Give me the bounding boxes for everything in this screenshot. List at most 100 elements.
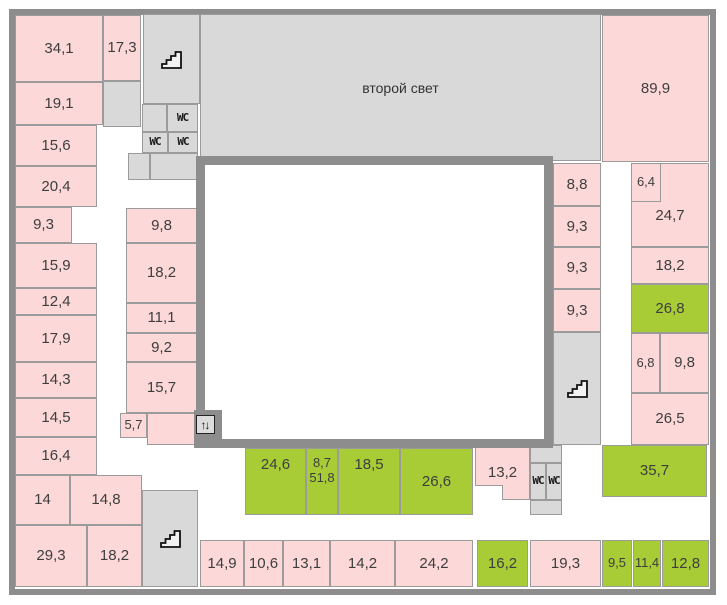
stairwell-bottom-left: [142, 490, 198, 587]
room-area-label: 12,8: [670, 554, 701, 572]
stairs-icon: [159, 530, 181, 548]
room-19-3: 19,3: [530, 540, 601, 587]
room-14-2: 14,2: [330, 540, 395, 587]
room-14-5: 14,5: [15, 398, 97, 437]
room-24-6: 24,6: [245, 448, 306, 515]
room-18-5: 18,5: [338, 448, 400, 515]
room-area-label: 15,7: [146, 378, 177, 396]
room-area-label: 9,3: [566, 259, 588, 277]
room-29-3: 29,3: [15, 525, 87, 587]
room-area-label: 20,4: [41, 177, 71, 195]
service-room: [530, 500, 562, 515]
wc-label: WC: [149, 135, 161, 149]
room-area-label: 24,6: [260, 456, 291, 473]
room-area-label: 24,7: [655, 207, 685, 225]
room-12-8: 12,8: [662, 540, 709, 587]
wall-notch: [475, 485, 503, 500]
room-area-label: 14: [34, 491, 51, 509]
service-room: [128, 153, 150, 180]
service-room: [150, 153, 198, 180]
room-area-label: 9,3: [566, 301, 588, 319]
room-6-8: 6,8: [631, 333, 660, 393]
room-26-5: 26,5: [631, 393, 709, 445]
stairwell-top-left: [143, 14, 200, 104]
room-14-3: 14,3: [15, 362, 97, 398]
room-18-2: 18,2: [87, 525, 142, 587]
room-area-label: 19,3: [550, 554, 581, 572]
room-area-label: 10,6: [248, 554, 279, 572]
wc-label: WC: [532, 474, 544, 488]
room-area-label: 9,8: [674, 354, 695, 372]
room-area-label: 14,2: [347, 554, 378, 572]
room-area-label: 89,9: [640, 79, 671, 97]
room-19-1: 19,1: [15, 82, 103, 125]
room-area-label: 14,9: [207, 554, 237, 572]
wc-label: WC: [176, 110, 189, 124]
room-10-6: 10,6: [244, 540, 283, 587]
room-14-8: 14,8: [70, 475, 142, 525]
room-area-label: 9,2: [151, 338, 172, 356]
room-13-1: 13,1: [283, 540, 330, 587]
room-15-7: 15,7: [126, 362, 197, 413]
room-12-4: 12,4: [15, 288, 97, 315]
room-9-5: 9,5: [602, 540, 632, 587]
room-9-8: 9,8: [660, 333, 709, 393]
elevator-icon: ↑↓: [196, 415, 215, 434]
room-area-label: 14,8: [91, 491, 121, 509]
room-area-label: 18,2: [146, 264, 177, 282]
room-area-label: 14,3: [41, 371, 71, 389]
room-area-label: 14,5: [41, 408, 71, 426]
room-area-label: 18,2: [655, 256, 685, 274]
room-14-9: 14,9: [200, 540, 244, 587]
room-area-label: 9,5: [607, 555, 627, 571]
atrium-label: второй свет: [362, 79, 439, 96]
room-area-label: 8,7: [312, 455, 332, 470]
room-24-2: 24,2: [395, 540, 473, 587]
room-area-label: 16,4: [41, 447, 71, 465]
room-35-7: 35,7: [602, 445, 707, 497]
room-16-4: 16,4: [15, 437, 97, 475]
room-area-label: 6,4: [636, 174, 656, 190]
room-area-label: 17,9: [41, 329, 71, 347]
room-area-label: 8,8: [566, 175, 588, 193]
room-area-label: 35,7: [639, 462, 670, 480]
room-area-label: 15,6: [41, 136, 71, 154]
wc-room: WC: [167, 104, 198, 132]
building-outline: [9, 9, 716, 595]
wc-room: WC: [168, 132, 198, 153]
room-area-label: 26,6: [421, 472, 452, 490]
room-area-label: 5,7: [124, 417, 143, 433]
room-area-label: 11,4: [634, 555, 660, 571]
room-17-3: 17,3: [103, 15, 141, 81]
room-89-9: 89,9: [602, 15, 709, 162]
stairs-icon: [566, 380, 588, 398]
room-area-label: 26,8: [655, 299, 685, 317]
atrium-void-opening: [196, 156, 553, 448]
room-area-label: 9,3: [566, 217, 588, 235]
room-15-9: 15,9: [15, 243, 97, 288]
room-34-1: 34,1: [15, 15, 103, 82]
room-6-4: 6,4: [631, 163, 661, 202]
room-area-label: 9,8: [151, 216, 172, 234]
room-20-4: 20,4: [15, 166, 97, 207]
room-9-2: 9,2: [126, 333, 197, 362]
room-area-label: 19,1: [44, 94, 74, 112]
room-17-9: 17,9: [15, 315, 97, 362]
room-9-3: 9,3: [553, 206, 601, 247]
room-area-label: 16,2: [487, 554, 518, 572]
room-18-2: 18,2: [126, 243, 197, 303]
stairs-icon: [161, 50, 182, 69]
room-18-2: 18,2: [631, 247, 709, 284]
room-9-3: 9,3: [553, 247, 601, 289]
room-26-6: 26,6: [400, 448, 473, 515]
room-15-6: 15,6: [15, 125, 97, 166]
stairwell-right: [553, 332, 601, 445]
room-area-label: 12,4: [41, 292, 71, 310]
room-8-8: 8,8: [553, 163, 601, 206]
room-8-7: 8,7 51,8: [306, 448, 338, 515]
room-area-label: 13,1: [291, 554, 322, 572]
room-area-label: 29,3: [36, 547, 66, 565]
room-16-2: 16,2: [477, 540, 528, 587]
wc-label: WC: [177, 135, 189, 149]
